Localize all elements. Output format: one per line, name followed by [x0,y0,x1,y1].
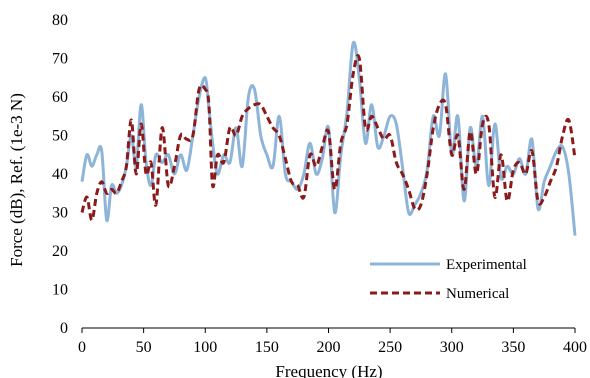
y-axis-title: Force (dB), Ref. (1e-3 N) [7,93,26,267]
y-tick-label: 80 [52,12,68,29]
y-tick-label: 40 [52,166,68,183]
y-tick-label: 10 [52,282,68,299]
x-axis-title: Frequency (Hz) [275,362,382,378]
y-tick-label: 30 [52,205,68,222]
y-tick-label: 70 [52,51,68,68]
legend-label-numerical: Numerical [446,286,509,302]
x-tick-label: 100 [193,339,217,356]
y-tick-label: 0 [60,320,68,337]
series-layer [80,40,577,236]
x-tick-label: 0 [78,339,86,356]
y-tick-label: 20 [52,243,68,260]
y-tick-label: 50 [52,128,68,145]
x-axis-ticks: 0 50 100 150 200 250 300 350 400 [78,328,587,356]
x-tick-label: 50 [136,339,152,356]
x-tick-label: 300 [440,339,464,356]
x-tick-label: 150 [255,339,279,356]
legend-label-experimental: Experimental [446,257,527,273]
y-axis-ticks: 0 10 20 30 40 50 60 70 80 [52,12,68,337]
x-tick-label: 250 [378,339,402,356]
x-tick-label: 350 [501,339,525,356]
series-line-numerical [80,54,577,222]
legend: Experimental Numerical [370,257,527,302]
y-tick-label: 60 [52,89,68,106]
x-tick-label: 200 [317,339,341,356]
series-line-experimental [80,40,577,236]
x-tick-label: 400 [563,339,587,356]
